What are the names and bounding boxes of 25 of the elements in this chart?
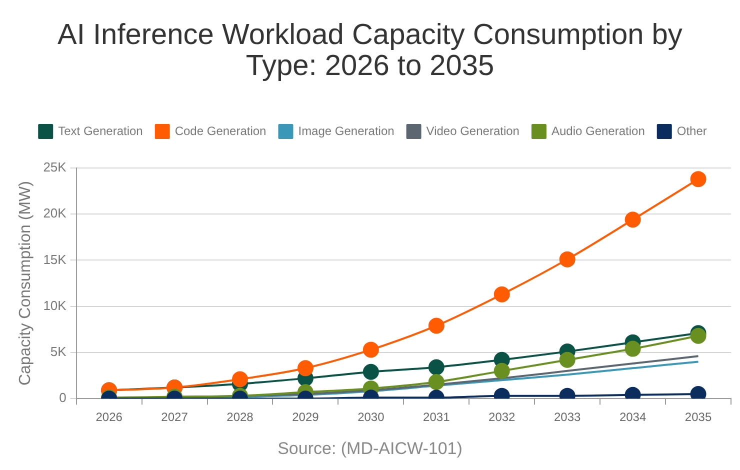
source-note: Source: (MD-AICW-101)	[276, 439, 464, 459]
legend-label: Other	[676, 124, 707, 138]
chart-title: AI Inference Workload Capacity Consumption by Type: 2026 to 2035	[56, 19, 684, 82]
legend-label: Video Generation	[426, 124, 520, 138]
y-tick-label: 15K	[43, 252, 67, 267]
legend-label: Text Generation	[58, 124, 143, 138]
legend-label: Code Generation	[174, 124, 266, 138]
y-axis-title: Capacity Consumption (MW)	[17, 181, 34, 386]
y-tick-label: 20K	[43, 206, 67, 221]
x-tick-label: 2032	[488, 410, 516, 424]
x-tick-label: 2033	[554, 410, 582, 424]
y-tick-label: 25K	[43, 160, 67, 175]
x-tick-label: 2029	[292, 410, 320, 424]
y-tick-label: 5K	[50, 344, 67, 360]
y-tick-label: 10K	[43, 298, 67, 313]
y-tick-label: 0	[59, 390, 66, 406]
x-tick-label: 2027	[161, 410, 188, 424]
x-tick-label: 2030	[358, 410, 385, 424]
x-tick-label: 2028	[226, 410, 254, 424]
x-tick-label: 2031	[423, 410, 450, 424]
x-tick-label: 2034	[619, 410, 646, 424]
x-tick-label: 2026	[96, 410, 123, 424]
legend-label: Image Generation	[298, 124, 394, 138]
x-tick-label: 2035	[684, 410, 712, 424]
legend-label: Audio Generation	[551, 124, 645, 138]
